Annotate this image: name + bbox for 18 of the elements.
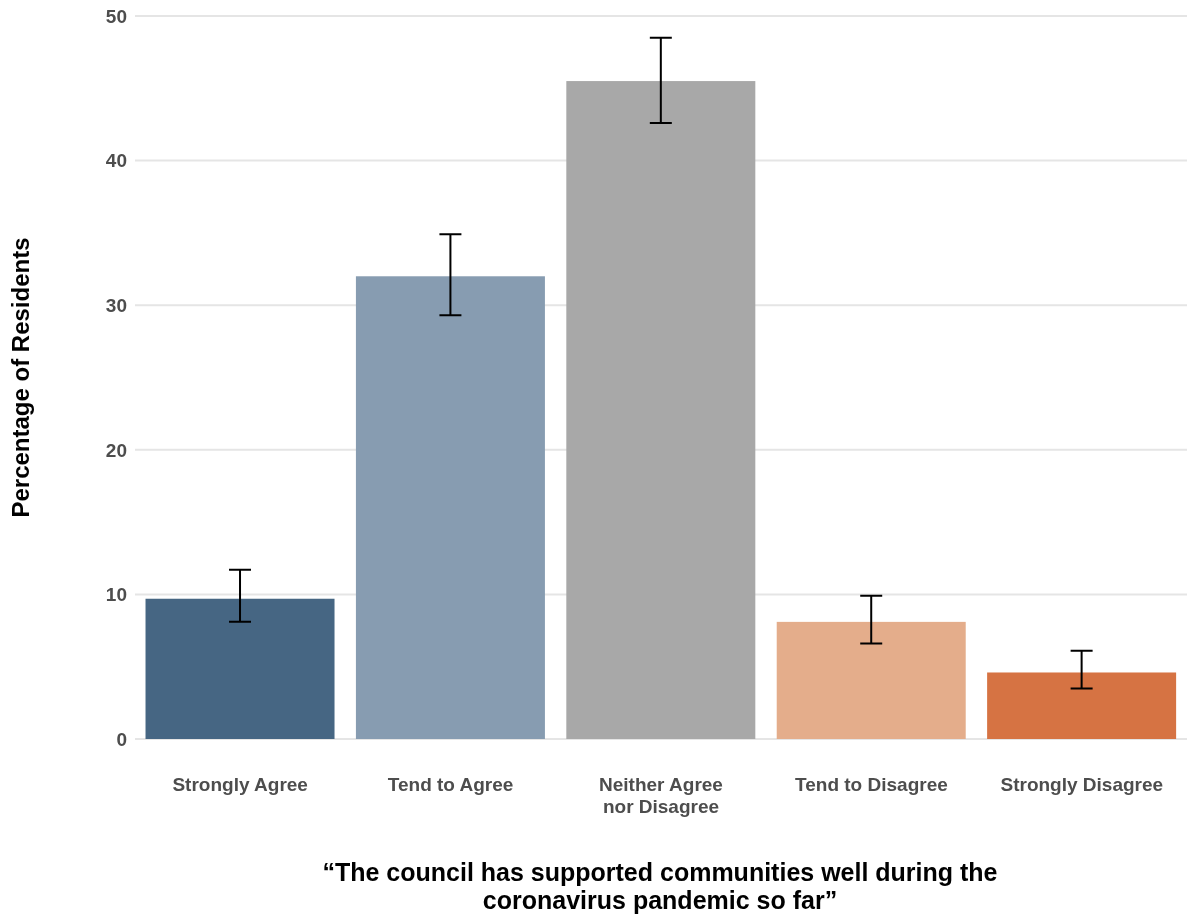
bar xyxy=(987,672,1177,739)
bar xyxy=(355,276,545,739)
x-tick-label: Strongly Disagree xyxy=(1000,774,1164,795)
y-tick-label: 0 xyxy=(116,728,127,750)
y-tick-label: 40 xyxy=(105,150,127,172)
x-tick-label: Neither Agree nor Disagree xyxy=(599,774,723,817)
bar xyxy=(776,621,966,739)
x-tick-label: Tend to Disagree xyxy=(795,774,948,795)
x-tick-label: Tend to Agree xyxy=(387,774,514,795)
bar xyxy=(145,598,335,739)
x-tick-label: Strongly Agree xyxy=(172,774,308,795)
y-axis-title: Percentage of Residents xyxy=(6,237,34,518)
y-tick-label: 50 xyxy=(105,5,127,27)
bar xyxy=(566,81,756,739)
y-tick-label: 30 xyxy=(105,294,127,316)
x-axis-title: “The council has supported communities well during the coronavirus pandemic so far” xyxy=(321,858,999,914)
y-tick-label: 10 xyxy=(105,584,127,606)
y-tick-label: 20 xyxy=(105,439,127,461)
